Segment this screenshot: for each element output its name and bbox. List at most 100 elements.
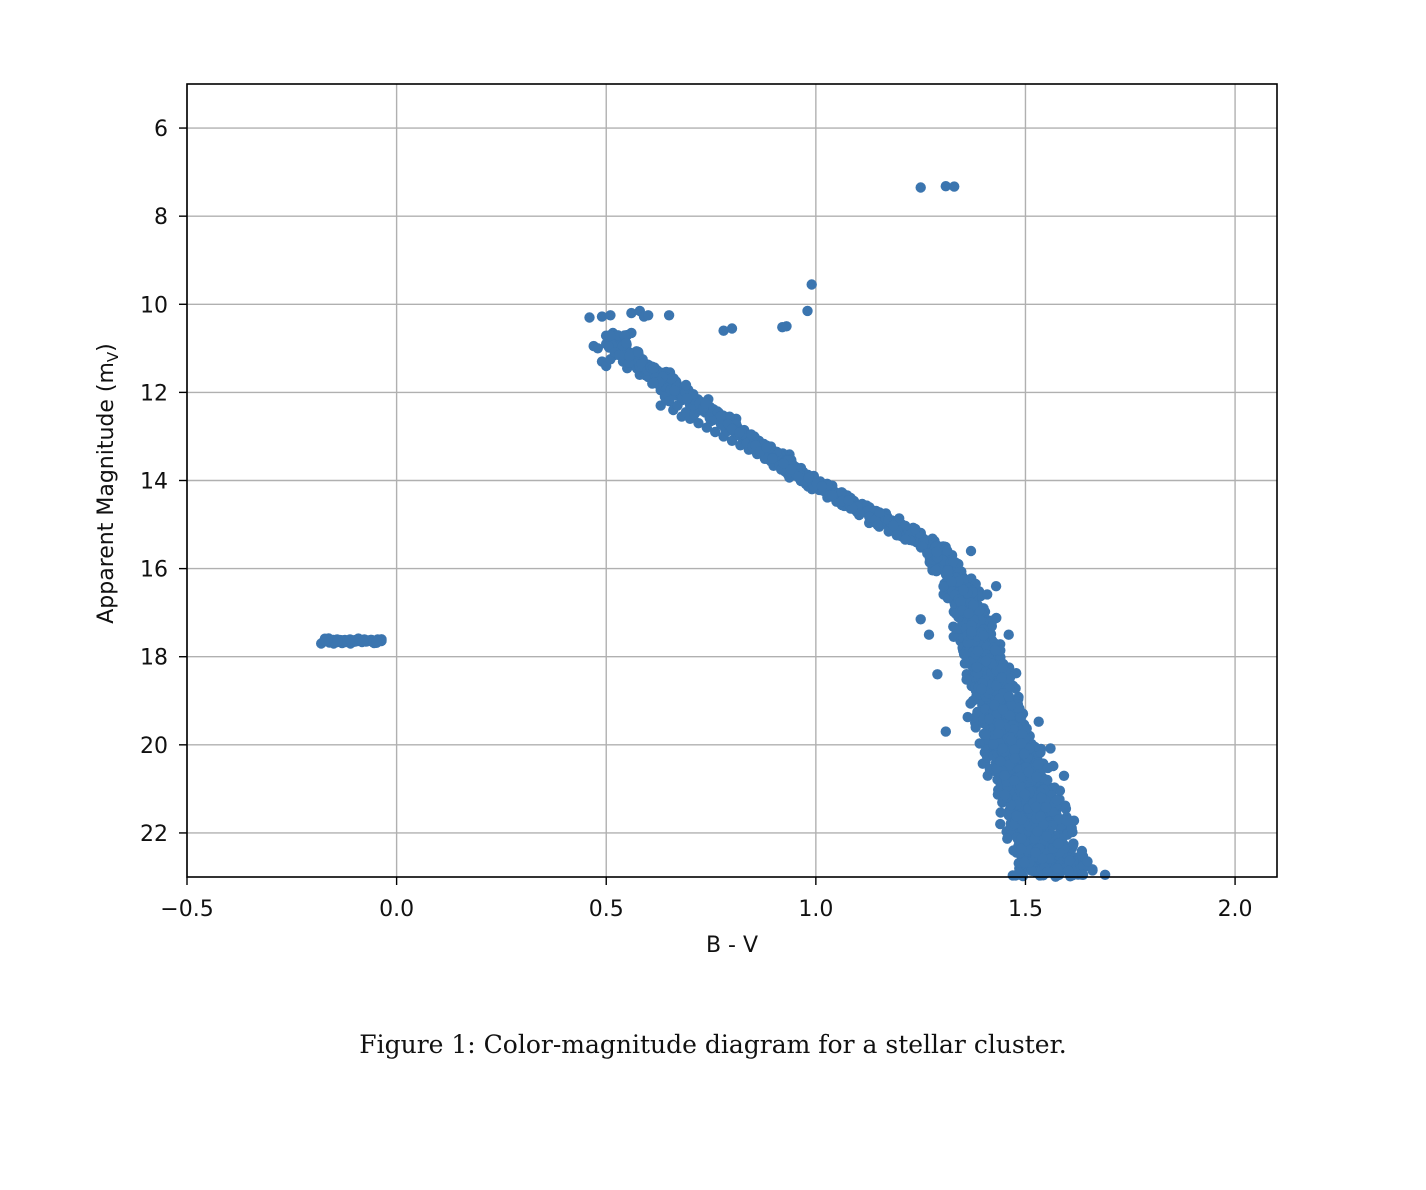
star-point — [666, 373, 677, 384]
star-point — [891, 530, 902, 541]
star-point — [843, 495, 854, 506]
star-point — [999, 789, 1010, 801]
star-point — [604, 330, 616, 341]
star-point — [972, 646, 984, 657]
star-point — [1004, 673, 1015, 684]
star-point — [992, 727, 1004, 739]
x-tick-label: 0.5 — [589, 897, 624, 922]
star-point — [596, 311, 608, 322]
star-point — [1037, 853, 1048, 864]
star-point — [778, 458, 789, 469]
x-tick-label: 2.0 — [1218, 897, 1253, 922]
star-point — [759, 453, 771, 464]
star-point — [910, 523, 921, 535]
star-point — [962, 711, 973, 723]
star-point — [1036, 792, 1047, 803]
star-point — [1064, 855, 1075, 866]
star-point — [715, 410, 726, 422]
star-point — [718, 325, 729, 336]
x-tick-label: −0.5 — [160, 897, 213, 922]
star-point — [874, 507, 885, 518]
star-point — [1035, 811, 1046, 822]
y-axis-label-sub: V — [104, 351, 122, 362]
star-point — [1087, 864, 1098, 875]
star-point — [958, 584, 969, 596]
grid-lines — [186, 84, 1277, 877]
star-point — [806, 279, 817, 290]
star-point — [932, 669, 943, 680]
star-point — [1016, 738, 1027, 749]
star-point — [371, 636, 382, 647]
star-point — [947, 556, 959, 567]
star-point — [997, 704, 1009, 715]
star-point — [584, 312, 595, 323]
star-point — [982, 589, 993, 600]
star-point — [785, 463, 797, 475]
star-point — [605, 310, 616, 321]
star-point — [938, 581, 949, 592]
star-point — [319, 635, 330, 646]
star-point — [700, 398, 711, 409]
star-point — [1082, 856, 1093, 867]
star-point — [1003, 629, 1014, 640]
star-point — [1032, 759, 1044, 770]
star-point — [1009, 753, 1021, 764]
star-point — [643, 310, 654, 321]
star-point — [648, 362, 659, 374]
star-point — [1063, 865, 1074, 877]
star-point — [746, 429, 757, 440]
star-point — [1042, 762, 1054, 774]
y-tick-label: 20 — [140, 734, 168, 759]
star-point — [958, 649, 970, 660]
axis-ticks: −0.5 0.0 0.5 1.0 1.5 2.0 6 8 10 12 14 16 18 20 22 — [140, 117, 1253, 922]
star-point — [1018, 857, 1030, 868]
star-point — [996, 663, 1008, 674]
star-point — [802, 305, 813, 317]
star-point — [1013, 867, 1025, 878]
star-point — [1042, 866, 1053, 878]
star-point — [988, 739, 999, 750]
star-point — [965, 545, 977, 557]
star-point — [614, 349, 625, 361]
star-point — [1045, 743, 1056, 754]
star-point — [693, 418, 704, 429]
star-point — [872, 519, 883, 531]
star-point — [946, 576, 957, 587]
star-point — [1051, 795, 1063, 806]
star-point — [681, 393, 693, 404]
star-point — [915, 182, 926, 193]
star-point — [734, 427, 745, 438]
star-point — [344, 634, 356, 645]
star-point — [984, 713, 995, 725]
star-point — [793, 471, 804, 482]
star-point — [950, 622, 961, 634]
star-point — [996, 672, 1007, 683]
y-tick-label: 6 — [154, 117, 168, 142]
star-point — [847, 502, 858, 514]
star-point — [624, 350, 635, 362]
star-point — [1016, 728, 1028, 740]
star-point — [1053, 838, 1064, 849]
y-axis-label: Apparent Magnitude (mV) — [94, 343, 122, 624]
star-point — [989, 699, 1000, 711]
star-point — [1016, 833, 1027, 844]
star-point — [777, 322, 788, 333]
star-point — [972, 706, 983, 718]
star-point — [900, 520, 911, 531]
data-points — [316, 181, 1111, 882]
star-point — [1030, 847, 1041, 858]
star-point — [1032, 826, 1043, 837]
star-point — [1031, 771, 1042, 783]
star-point — [995, 818, 1006, 830]
star-point — [994, 719, 1005, 730]
star-point — [966, 626, 977, 637]
star-point — [974, 738, 985, 749]
y-tick-label: 8 — [154, 205, 168, 230]
star-point — [1099, 869, 1111, 880]
star-point — [1015, 843, 1027, 855]
star-point — [965, 698, 976, 709]
star-point — [1019, 788, 1031, 800]
star-point — [940, 726, 951, 737]
star-point — [836, 487, 847, 498]
star-point — [922, 548, 933, 559]
